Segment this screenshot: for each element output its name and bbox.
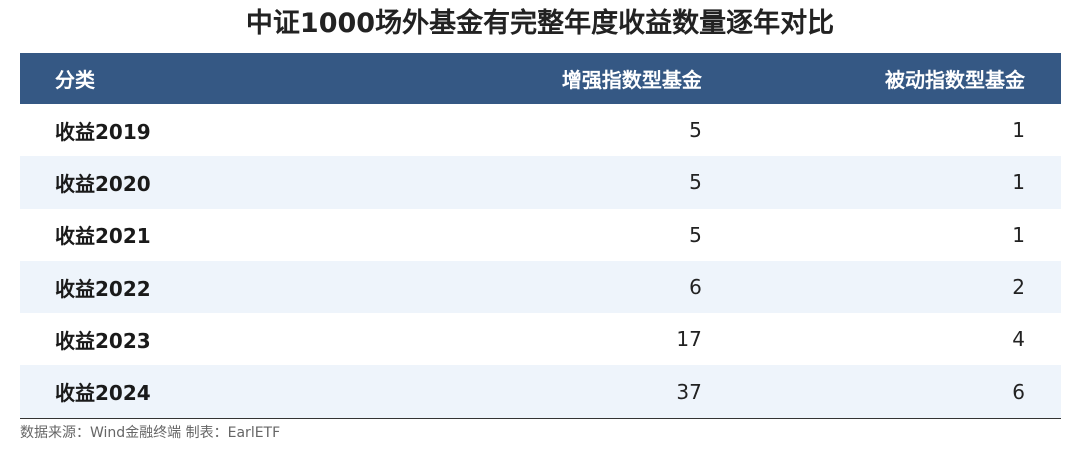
source-note: 数据来源：Wind金融终端 制表：EarlETF — [20, 425, 281, 441]
header-passive: 被动指数型基金 — [884, 68, 1025, 92]
row-passive-value: 1 — [1012, 118, 1025, 143]
table-header: 分类 增强指数型基金 被动指数型基金 — [20, 53, 1061, 104]
chart-title: 中证1000场外基金有完整年度收益数量逐年对比 — [245, 8, 835, 39]
row-passive-value: 1 — [1012, 170, 1025, 195]
row-category: 收益2022 — [55, 276, 151, 301]
table-row: 收益2023 17 4 — [20, 313, 1061, 365]
table-row: 收益2022 6 2 — [20, 260, 1061, 314]
header-category: 分类 — [55, 68, 95, 92]
row-category: 收益2021 — [55, 224, 151, 249]
row-category: 收益2024 — [55, 381, 151, 406]
table-row: 收益2019 5 1 — [20, 104, 1061, 156]
row-passive-value: 4 — [1012, 327, 1025, 352]
table-row: 收益2020 5 1 — [20, 156, 1061, 209]
table-row: 收益2021 5 1 — [20, 209, 1061, 261]
row-enhanced-value: 17 — [676, 327, 702, 352]
row-category: 收益2020 — [55, 171, 151, 196]
row-enhanced-value: 5 — [689, 118, 702, 143]
row-category: 收益2019 — [55, 119, 151, 144]
row-category: 收益2023 — [55, 328, 151, 353]
row-passive-value: 6 — [1012, 379, 1025, 404]
row-enhanced-value: 5 — [689, 222, 702, 247]
header-enhanced: 增强指数型基金 — [561, 68, 702, 92]
row-passive-value: 1 — [1012, 222, 1025, 247]
row-enhanced-value: 37 — [676, 379, 702, 404]
table-row: 收益2024 37 6 — [20, 365, 1061, 419]
row-enhanced-value: 5 — [689, 170, 702, 195]
row-enhanced-value: 6 — [689, 275, 702, 300]
row-passive-value: 2 — [1012, 275, 1025, 300]
data-table: 分类 增强指数型基金 被动指数型基金 收益2019 5 1 收益2020 5 1… — [20, 53, 1061, 419]
